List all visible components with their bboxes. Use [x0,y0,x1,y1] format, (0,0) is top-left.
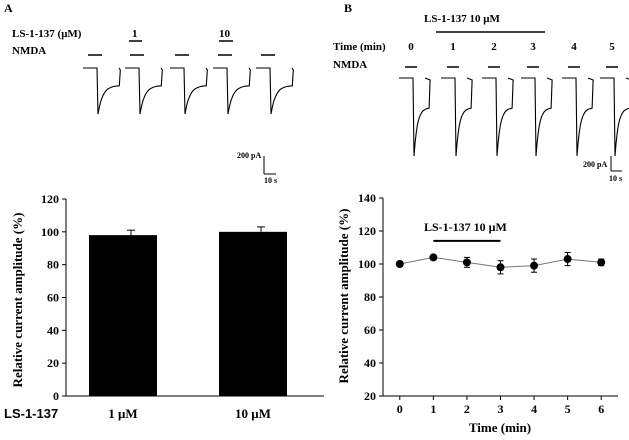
line-chart-xtick-label: 1 [430,402,436,416]
panel-b-trace-group [399,66,629,157]
panel-a-traces: A LS-1-137 (μM) NMDA 1 10 200 pA 10 s [4,1,294,185]
line-chart-xtick-label: 2 [464,402,470,416]
bar-chart-ytick-label: 100 [41,225,59,239]
line-chart-xtick-label: 0 [397,402,403,416]
panel-b-time-point: 1 [450,41,456,53]
line-chart-ylabel: Relative current amplitude (%) [336,209,351,384]
panel-a-dose-10: 10 [219,28,231,40]
line-chart: Relative current amplitude (%) Time (min… [336,191,618,435]
panel-b-scale-time: 10 s [609,174,622,183]
line-chart-xlabel: Time (min) [469,420,531,435]
line-chart-point [530,261,539,270]
panel-a-scale-time: 10 s [264,176,277,185]
current-trace [441,77,473,157]
line-chart-xtick-label: 6 [598,402,604,416]
current-trace [562,77,594,157]
panel-a-drug-label: LS-1-137 (μM) [12,28,82,40]
bar-chart-category-prefix: LS-1-137 [4,406,58,421]
panel-b-scale-current: 200 pA [583,160,607,169]
line-chart-annotation: LS-1-137 10 μM [424,220,507,234]
current-trace [170,67,208,115]
panel-b-time-point: 3 [530,41,536,53]
bar-chart-ytick-label: 0 [53,389,59,403]
current-trace [482,77,514,157]
panel-b-time-point: 0 [408,41,414,53]
current-trace [521,77,553,157]
panel-a-scale-current: 200 pA [237,151,261,160]
bar-category-label: 1 μM [108,406,137,421]
bar-chart-ytick-label: 20 [47,356,59,370]
line-chart-xtick-label: 4 [531,402,537,416]
line-chart-xtick-label: 5 [565,402,571,416]
line-chart-ytick-label: 80 [364,290,376,304]
panel-a-dose-1: 1 [132,28,138,40]
line-chart-xtick-label: 3 [498,402,504,416]
panel-b-time-point: 5 [609,41,615,53]
bar-chart-ytick-label: 120 [41,192,59,206]
bar [219,231,287,396]
line-chart-ytick-label: 60 [364,323,376,337]
line-chart-ytick-label: 120 [358,224,376,238]
current-trace [213,67,251,115]
bar-chart-ytick-label: 60 [47,291,59,305]
panel-a-nmda-label: NMDA [12,45,46,57]
panel-a-letter: A [4,1,13,15]
panel-b-time-point: 2 [491,41,497,53]
panel-b-time-label: Time (min) [333,41,386,53]
line-chart-ytick-label: 40 [364,356,376,370]
bar-category-label: 10 μM [235,406,271,421]
panel-b-time-points: 0 1 2 3 4 5 [408,41,615,53]
line-chart-point [597,258,606,267]
line-chart-point [462,258,471,267]
line-chart-point [429,253,438,262]
line-chart-ytick-label: 20 [364,389,376,403]
line-chart-point [395,260,404,268]
panel-b-drug-bar-label: LS-1-137 10 μM [424,13,501,25]
current-trace [125,67,163,115]
bar-chart-ytick-label: 80 [47,258,59,272]
line-chart-ytick-label: 100 [358,257,376,271]
line-chart-point [563,255,572,264]
bar-chart-ylabel: Relative current amplitude (%) [10,213,25,388]
bar [89,235,157,396]
bar-chart: Relative current amplitude (%) LS-1-137 … [4,192,324,421]
panel-a-trace-group [83,54,294,115]
panel-b-time-point: 4 [571,41,577,53]
bar-chart-ytick-label: 40 [47,323,59,337]
current-trace [600,77,629,157]
panel-b-letter: B [344,1,352,15]
current-trace [83,67,121,115]
line-chart-point [496,263,505,272]
current-trace [256,67,294,115]
panel-b-nmda-label: NMDA [333,59,367,71]
line-chart-ytick-label: 140 [358,191,376,205]
current-trace [399,77,431,157]
